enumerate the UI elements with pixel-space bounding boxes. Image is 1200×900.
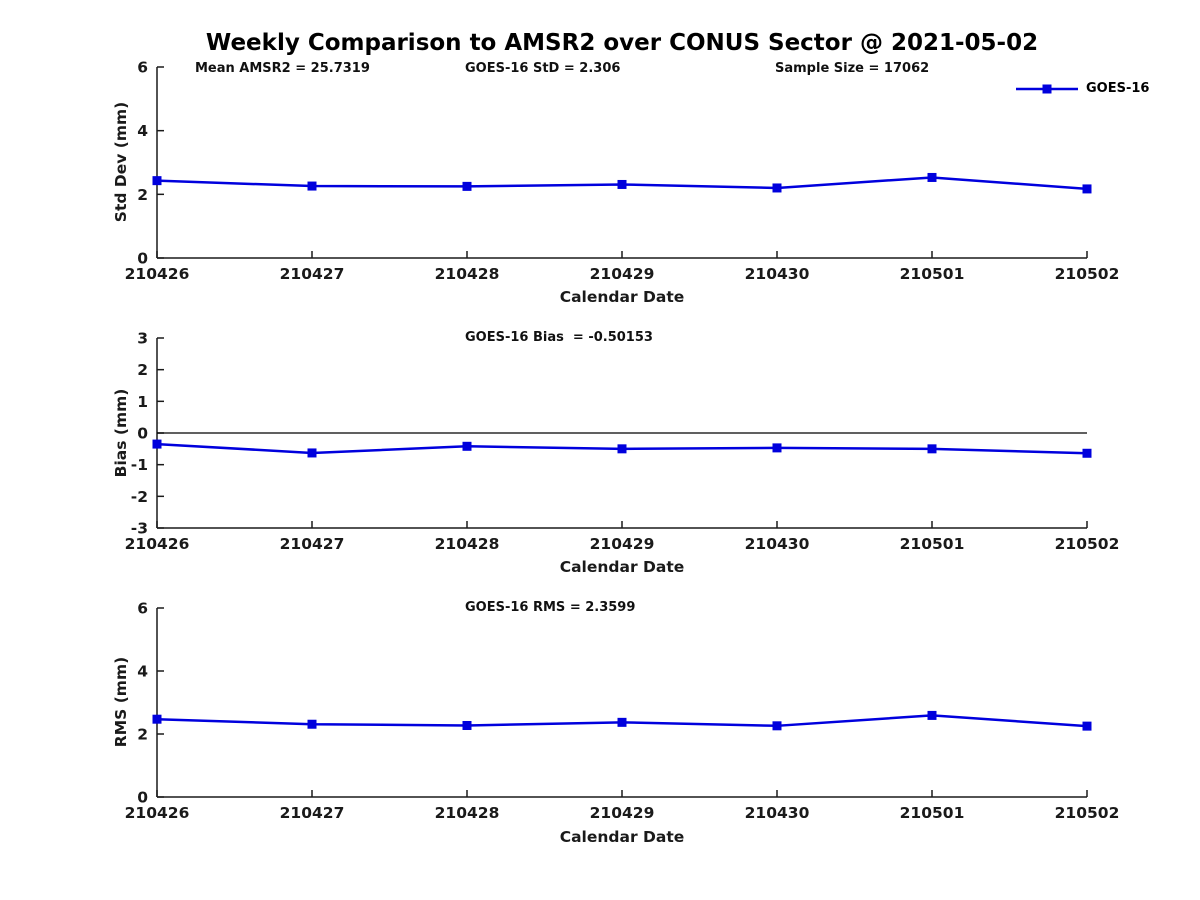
rms-data-point-marker (927, 710, 937, 720)
rms-y-tick-label: 6 (137, 600, 148, 618)
bias-x-tick-label: 210427 (280, 535, 345, 553)
bias-y-tick-label: -2 (131, 488, 148, 506)
bias-x-tick-label: 210428 (435, 535, 500, 553)
stddev-data-point-marker (617, 179, 627, 189)
xlabel-rms: Calendar Date (559, 828, 685, 846)
stddev-x-tick-label: 210501 (900, 265, 965, 283)
xlabel-bias: Calendar Date (559, 558, 685, 576)
bias-data-point-marker (152, 439, 162, 449)
stddev-x-tick-label: 210426 (125, 265, 190, 283)
stddev-data-point-marker (1082, 184, 1092, 194)
legend-sample-marker (1042, 84, 1052, 94)
stddev-x-tick-label: 210430 (745, 265, 810, 283)
rms-y-tick-label: 0 (137, 789, 148, 807)
stddev-x-tick-label: 210429 (590, 265, 655, 283)
annotation-sample-size: Sample Size = 17062 (775, 61, 930, 76)
bias-data-point-marker (772, 443, 782, 453)
stddev-data-point-marker (307, 181, 317, 191)
annotation-goes16-rms: GOES-16 RMS = 2.3599 (465, 600, 636, 615)
bias-y-tick-label: 3 (137, 330, 148, 348)
bias-x-tick-label: 210429 (590, 535, 655, 553)
stddev-y-tick-label: 0 (137, 250, 148, 268)
stddev-data-point-marker (152, 176, 162, 186)
bias-y-tick-label: 1 (137, 393, 148, 411)
stddev-data-point-marker (462, 181, 472, 191)
bias-data-point-marker (927, 444, 937, 454)
stddev-x-tick-label: 210428 (435, 265, 500, 283)
rms-data-point-marker (772, 721, 782, 731)
bias-x-tick-label: 210502 (1055, 535, 1120, 553)
ylabel-bias: Bias (mm) (112, 388, 130, 478)
legend-label: GOES-16 (1086, 81, 1150, 96)
rms-y-tick-label: 2 (137, 726, 148, 744)
rms-y-tick-label: 4 (137, 663, 148, 681)
bias-y-tick-label: 2 (137, 361, 148, 379)
bias-y-tick-label: 0 (137, 425, 148, 443)
ylabel-stddev: Std Dev (mm) (112, 101, 130, 223)
rms-data-point-marker (1082, 721, 1092, 731)
bias-data-point-marker (462, 441, 472, 451)
bias-data-point-marker (307, 448, 317, 458)
rms-data-point-marker (462, 720, 472, 730)
annotation-goes16-std: GOES-16 StD = 2.306 (465, 61, 621, 76)
stddev-y-tick-label: 4 (137, 122, 148, 140)
annotation-mean-amsr2: Mean AMSR2 = 25.7319 (195, 61, 370, 76)
stddev-y-tick-label: 2 (137, 186, 148, 204)
stddev-data-point-marker (772, 183, 782, 193)
annotation-goes16-bias: GOES-16 Bias = -0.50153 (465, 330, 653, 345)
rms-x-tick-label: 210501 (900, 804, 965, 822)
bias-x-tick-label: 210426 (125, 535, 190, 553)
bias-x-tick-label: 210501 (900, 535, 965, 553)
rms-x-tick-label: 210427 (280, 804, 345, 822)
bias-x-tick-label: 210430 (745, 535, 810, 553)
rms-data-point-marker (617, 717, 627, 727)
rms-x-tick-label: 210502 (1055, 804, 1120, 822)
rms-x-tick-label: 210428 (435, 804, 500, 822)
stddev-x-tick-label: 210502 (1055, 265, 1120, 283)
xlabel-stddev: Calendar Date (559, 288, 685, 306)
rms-x-tick-label: 210426 (125, 804, 190, 822)
bias-y-tick-label: -1 (131, 456, 148, 474)
stddev-y-tick-label: 6 (137, 59, 148, 77)
bias-data-point-marker (1082, 448, 1092, 458)
figure-title: Weekly Comparison to AMSR2 over CONUS Se… (205, 30, 1039, 56)
stddev-x-tick-label: 210427 (280, 265, 345, 283)
bias-data-point-marker (617, 444, 627, 454)
ylabel-rms: RMS (mm) (112, 656, 130, 748)
rms-x-tick-label: 210430 (745, 804, 810, 822)
bias-y-tick-label: -3 (131, 520, 148, 538)
rms-data-point-marker (152, 714, 162, 724)
rms-data-point-marker (307, 719, 317, 729)
stddev-data-point-marker (927, 172, 937, 182)
rms-x-tick-label: 210429 (590, 804, 655, 822)
